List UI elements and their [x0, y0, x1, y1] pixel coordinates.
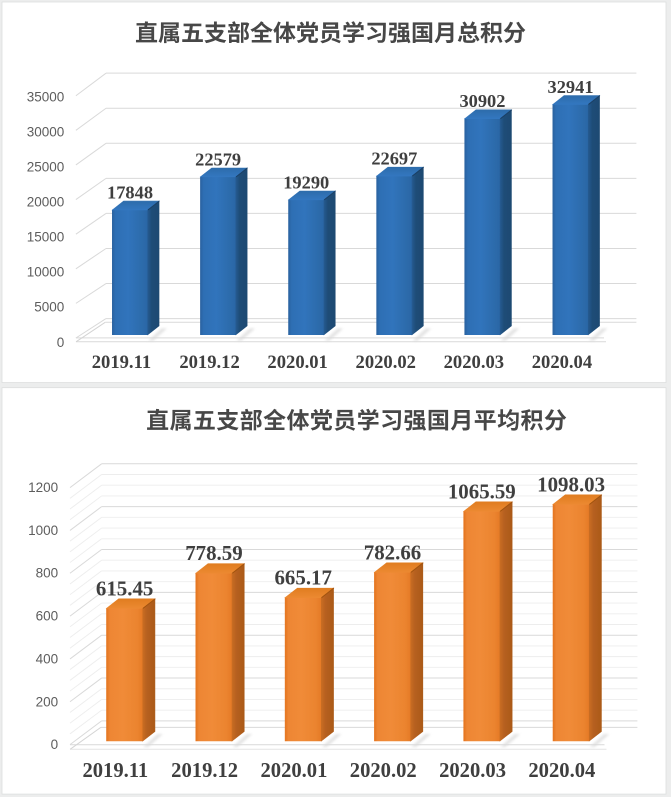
svg-text:782.66: 782.66 [364, 540, 421, 564]
svg-text:1065.59: 1065.59 [448, 479, 516, 503]
svg-text:19290: 19290 [283, 172, 329, 192]
svg-text:665.17: 665.17 [274, 566, 331, 590]
svg-text:2020.04: 2020.04 [528, 760, 595, 782]
svg-text:400: 400 [36, 651, 59, 666]
svg-text:615.45: 615.45 [96, 576, 153, 600]
svg-text:600: 600 [36, 609, 59, 624]
svg-text:1200: 1200 [28, 480, 58, 495]
svg-text:1000: 1000 [28, 523, 58, 538]
svg-text:2019.12: 2019.12 [179, 352, 239, 373]
svg-text:2020.02: 2020.02 [350, 760, 417, 782]
svg-text:2020.03: 2020.03 [444, 352, 504, 373]
svg-text:35000: 35000 [27, 89, 65, 104]
svg-text:2019.12: 2019.12 [171, 760, 238, 782]
svg-text:0: 0 [57, 335, 65, 350]
svg-text:25000: 25000 [27, 160, 65, 175]
svg-text:2019.11: 2019.11 [92, 352, 151, 373]
svg-text:2020.01: 2020.01 [267, 352, 327, 373]
svg-text:2020.03: 2020.03 [439, 760, 506, 782]
svg-text:200: 200 [36, 694, 59, 709]
svg-text:1098.03: 1098.03 [537, 472, 605, 496]
svg-text:5000: 5000 [34, 300, 64, 315]
svg-text:32941: 32941 [548, 77, 594, 97]
svg-text:2020.02: 2020.02 [356, 352, 416, 373]
svg-text:2020.04: 2020.04 [532, 352, 592, 373]
svg-text:2019.11: 2019.11 [82, 760, 148, 782]
svg-text:2020.01: 2020.01 [260, 760, 327, 782]
svg-text:30000: 30000 [27, 124, 65, 139]
svg-text:17848: 17848 [107, 182, 153, 202]
svg-text:0: 0 [51, 737, 59, 752]
svg-text:20000: 20000 [27, 195, 65, 210]
svg-text:30902: 30902 [459, 91, 505, 111]
svg-text:10000: 10000 [27, 265, 65, 280]
svg-text:778.59: 778.59 [185, 541, 242, 565]
svg-text:22697: 22697 [371, 148, 417, 168]
svg-text:800: 800 [36, 566, 59, 581]
svg-text:22579: 22579 [195, 149, 241, 169]
svg-text:15000: 15000 [27, 230, 65, 245]
